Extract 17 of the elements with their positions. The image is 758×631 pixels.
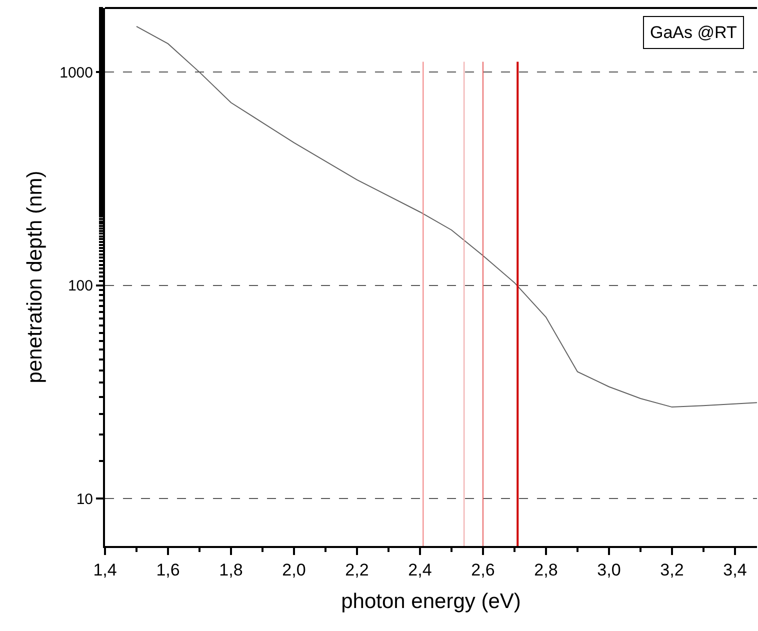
x-tick-label: 2,0 bbox=[282, 560, 306, 580]
y-axis-title: penetration depth (nm) bbox=[23, 170, 46, 384]
x-tick-label: 1,6 bbox=[156, 560, 180, 580]
annotation: GaAs @RT bbox=[650, 23, 737, 42]
x-tick-label: 3,4 bbox=[723, 560, 747, 580]
x-tick-label: 2,2 bbox=[345, 560, 369, 580]
x-tick-label: 2,4 bbox=[408, 560, 432, 580]
x-tick-label: 3,2 bbox=[660, 560, 684, 580]
x-tick-label: 2,8 bbox=[534, 560, 558, 580]
x-tick-label: 1,8 bbox=[219, 560, 243, 580]
x-tick-label: 2,6 bbox=[471, 560, 495, 580]
y-tick-label: 10 bbox=[76, 490, 93, 508]
y-tick-label: 1000 bbox=[60, 64, 93, 82]
x-axis-title: photon energy (eV) bbox=[341, 590, 521, 614]
y-tick-label: 100 bbox=[68, 278, 93, 295]
x-tick-label: 3,0 bbox=[597, 560, 621, 580]
x-tick-label: 1,4 bbox=[93, 560, 117, 580]
